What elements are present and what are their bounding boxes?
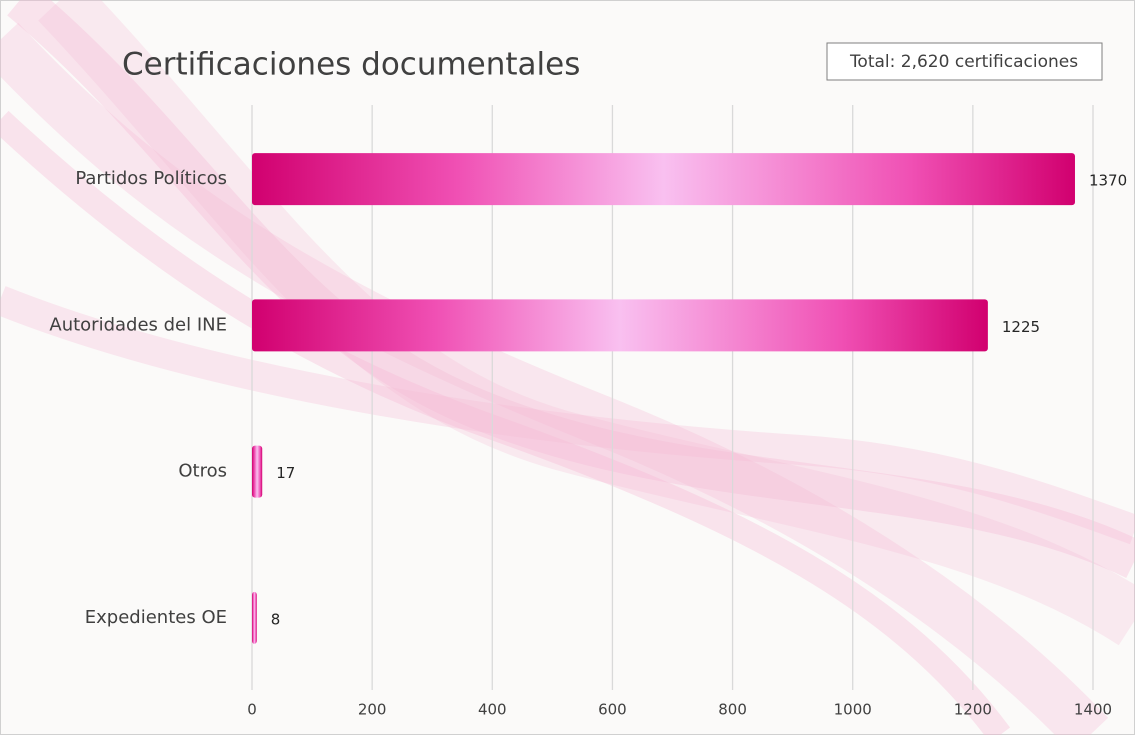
x-tick-label: 1000 bbox=[834, 701, 872, 719]
bar bbox=[252, 299, 988, 352]
y-tick-label: Autoridades del INE bbox=[49, 314, 227, 335]
x-tick-label: 1200 bbox=[954, 701, 992, 719]
y-tick-label: Partidos Políticos bbox=[75, 168, 227, 189]
annotation-box bbox=[826, 42, 1103, 81]
x-tick-label: 400 bbox=[478, 701, 507, 719]
chart-title: Certificaciones documentales bbox=[122, 47, 580, 83]
value-label: 1370 bbox=[1089, 172, 1127, 190]
value-label: 1225 bbox=[1002, 318, 1040, 336]
value-label: 8 bbox=[271, 610, 281, 628]
value-label: 17 bbox=[276, 464, 295, 482]
bar bbox=[252, 591, 257, 644]
bar bbox=[252, 153, 1075, 206]
annotation: Total: 2,620 certificaciones bbox=[849, 52, 1078, 72]
x-tick-label: 0 bbox=[247, 701, 257, 719]
x-tick-label: 600 bbox=[598, 701, 627, 719]
y-tick-label: Otros bbox=[178, 461, 227, 482]
x-tick-label: 200 bbox=[358, 701, 387, 719]
y-tick-label: Expedientes OE bbox=[85, 607, 227, 628]
x-tick-label: 1400 bbox=[1074, 701, 1112, 719]
x-tick-label: 800 bbox=[718, 701, 747, 719]
bar bbox=[252, 445, 263, 498]
